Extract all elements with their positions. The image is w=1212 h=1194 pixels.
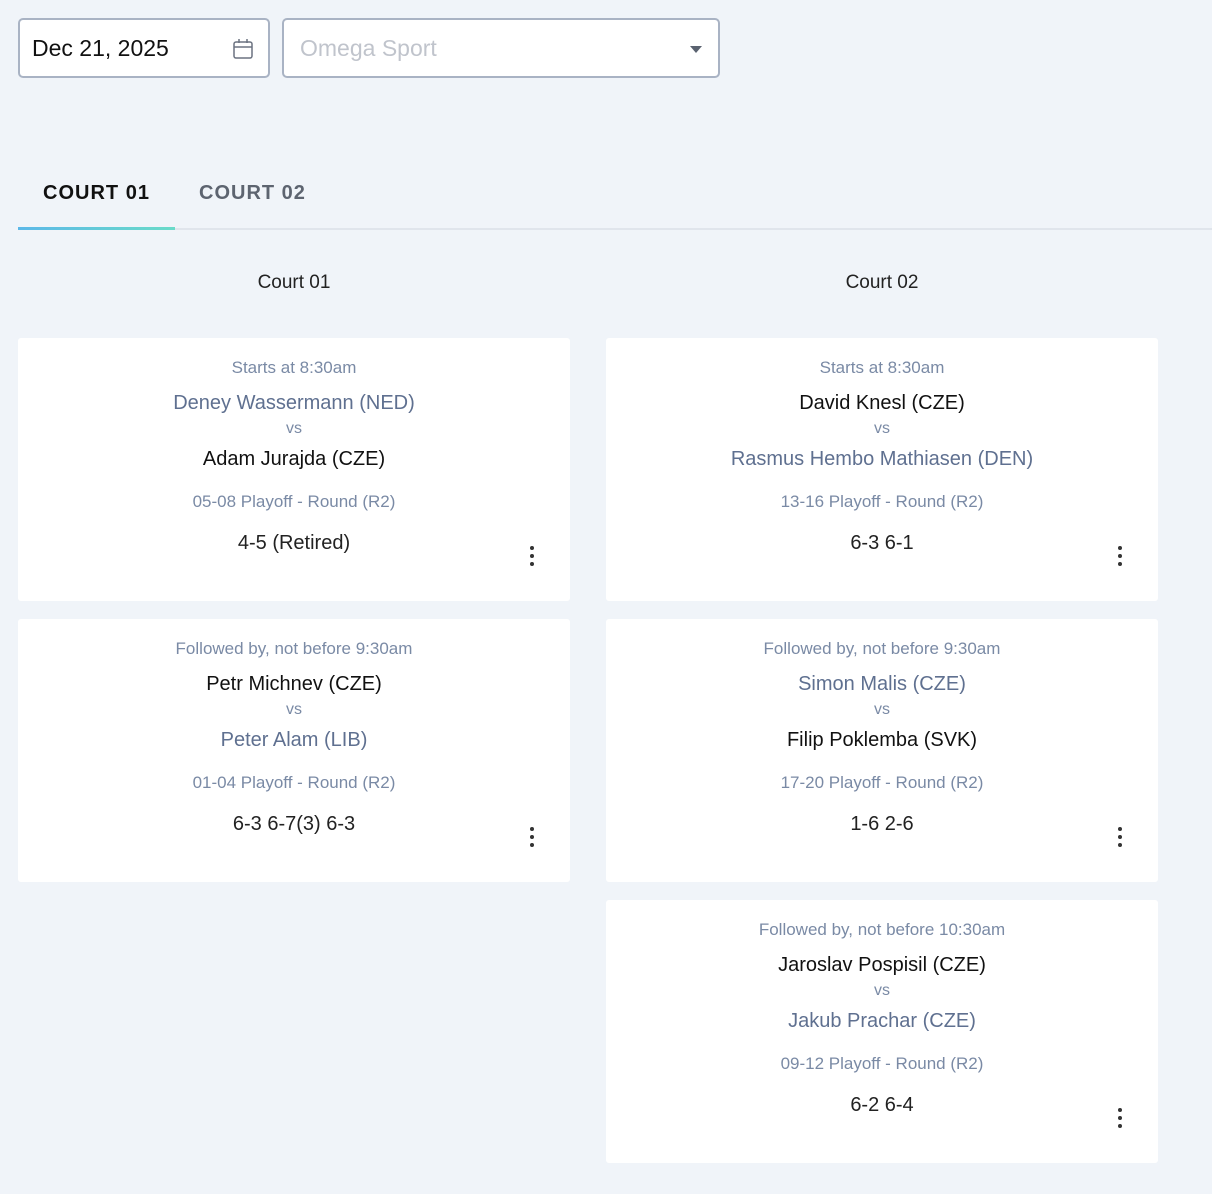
date-value: Dec 21, 2025 bbox=[32, 34, 169, 61]
match-score: 1-6 2-6 bbox=[850, 813, 914, 835]
active-tab-indicator bbox=[18, 227, 175, 230]
vs-label: vs bbox=[874, 982, 890, 999]
match-card: Starts at 8:30am Deney Wassermann (NED) … bbox=[18, 338, 570, 601]
match-round: 05-08 Playoff - Round (R2) bbox=[192, 492, 396, 511]
match-card: Starts at 8:30am David Knesl (CZE) vs Ra… bbox=[606, 338, 1158, 601]
player-2: Adam Jurajda (CZE) bbox=[202, 448, 386, 470]
more-options-icon[interactable] bbox=[1116, 546, 1124, 566]
more-options-icon[interactable] bbox=[528, 827, 536, 847]
court-title: Court 02 bbox=[845, 272, 919, 293]
player-1: Jaroslav Pospisil (CZE) bbox=[778, 954, 986, 976]
match-time: Followed by, not before 10:30am bbox=[758, 920, 1006, 939]
player-1: Deney Wassermann (NED) bbox=[173, 392, 415, 414]
vs-label: vs bbox=[874, 701, 890, 718]
player-2: Rasmus Hembo Mathiasen (DEN) bbox=[730, 448, 1034, 470]
vs-label: vs bbox=[874, 420, 890, 437]
match-card: Followed by, not before 10:30am Jaroslav… bbox=[606, 900, 1158, 1163]
match-time: Starts at 8:30am bbox=[819, 358, 945, 377]
player-1: David Knesl (CZE) bbox=[799, 392, 965, 414]
court-tabs: COURT 01 COURT 02 bbox=[18, 160, 1212, 230]
court-column: Court 02 Starts at 8:30am David Knesl (C… bbox=[606, 260, 1158, 1163]
court-column: Court 01 Starts at 8:30am Deney Wasserma… bbox=[18, 260, 570, 882]
player-2: Peter Alam (LIB) bbox=[220, 729, 368, 751]
match-score: 6-2 6-4 bbox=[850, 1094, 914, 1116]
match-score: 4-5 (Retired) bbox=[237, 532, 351, 554]
player-1: Simon Malis (CZE) bbox=[798, 673, 966, 695]
match-time: Followed by, not before 9:30am bbox=[763, 639, 1001, 658]
tab-court-02[interactable]: COURT 02 bbox=[199, 182, 306, 228]
tab-label: COURT 02 bbox=[199, 182, 306, 204]
match-card: Followed by, not before 9:30am Petr Mich… bbox=[18, 619, 570, 882]
match-time: Followed by, not before 9:30am bbox=[175, 639, 413, 658]
player-2: Filip Poklemba (SVK) bbox=[786, 729, 978, 751]
venue-select[interactable]: Omega Sport bbox=[282, 18, 720, 78]
match-round: 17-20 Playoff - Round (R2) bbox=[780, 773, 984, 792]
more-options-icon[interactable] bbox=[528, 546, 536, 566]
date-picker[interactable]: Dec 21, 2025 bbox=[18, 18, 270, 78]
vs-label: vs bbox=[286, 420, 302, 437]
match-score: 6-3 6-7(3) 6-3 bbox=[232, 813, 356, 835]
match-card: Followed by, not before 9:30am Simon Mal… bbox=[606, 619, 1158, 882]
player-1: Petr Michnev (CZE) bbox=[206, 673, 382, 695]
player-2: Jakub Prachar (CZE) bbox=[788, 1010, 976, 1032]
more-options-icon[interactable] bbox=[1116, 827, 1124, 847]
match-list: Starts at 8:30am David Knesl (CZE) vs Ra… bbox=[606, 338, 1158, 1163]
match-round: 09-12 Playoff - Round (R2) bbox=[780, 1054, 984, 1073]
court-title: Court 01 bbox=[257, 272, 331, 293]
more-options-icon[interactable] bbox=[1116, 1108, 1124, 1128]
match-list: Starts at 8:30am Deney Wassermann (NED) … bbox=[18, 338, 570, 882]
match-round: 01-04 Playoff - Round (R2) bbox=[192, 773, 396, 792]
tab-label: COURT 01 bbox=[43, 182, 150, 204]
match-score: 6-3 6-1 bbox=[850, 532, 914, 554]
venue-placeholder: Omega Sport bbox=[300, 34, 437, 61]
vs-label: vs bbox=[286, 701, 302, 718]
tab-court-01[interactable]: COURT 01 bbox=[18, 182, 175, 230]
calendar-icon[interactable] bbox=[232, 38, 254, 60]
match-round: 13-16 Playoff - Round (R2) bbox=[780, 492, 984, 511]
chevron-down-icon bbox=[690, 46, 702, 53]
match-time: Starts at 8:30am bbox=[231, 358, 357, 377]
